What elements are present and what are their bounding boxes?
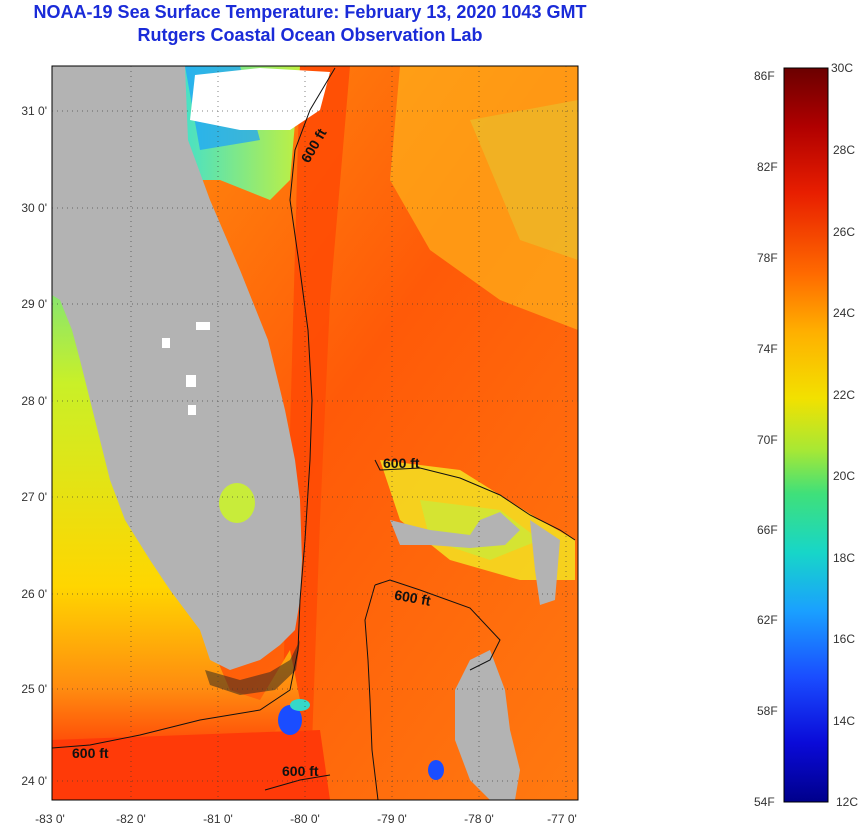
colorbar-f-label: 74F [757,342,778,356]
colorbar-c-label: 22C [833,388,855,402]
lon-tick-label: -77 0' [547,812,577,826]
lat-tick-label: 29 0' [21,297,47,311]
andros-land [455,650,520,800]
colorbar-c-label: 28C [833,143,855,157]
lon-tick-label: -78 0' [464,812,494,826]
lon-tick-label: -83 0' [35,812,65,826]
lat-tick-label: 28 0' [21,394,47,408]
colorbar-c-label: 16C [833,632,855,646]
abaco-land [530,520,560,605]
contour-label: 600 ft [282,763,319,779]
grand-bahama-land [390,512,520,548]
map-frame [51,65,579,801]
lon-tick-label: -82 0' [116,812,146,826]
temperature-colorbar [783,67,829,803]
colorbar-f-label: 66F [757,523,778,537]
colorbar-c-label: 14C [833,714,855,728]
colorbar-f-label: 70F [757,433,778,447]
lat-tick-label: 24 0' [21,774,47,788]
colorbar-c-label: 26C [833,225,855,239]
colorbar-c-label: 24C [833,306,855,320]
contour-label: 600 ft [383,455,420,471]
cold-spot [278,705,302,735]
lat-tick-label: 31 0' [21,104,47,118]
lat-tick-label: 26 0' [21,587,47,601]
map-title: NOAA-19 Sea Surface Temperature: Februar… [33,2,587,22]
contour-label: 600 ft [393,587,432,609]
colorbar-c-top: 30C [831,61,853,75]
lat-tick-label: 27 0' [21,490,47,504]
lon-tick-label: -80 0' [290,812,320,826]
colorbar-f-top: 86F [754,69,775,83]
contour-label: 600 ft [72,745,109,761]
colorbar-c-label: 20C [833,469,855,483]
map-subtitle: Rutgers Coastal Ocean Observation Lab [137,25,483,45]
lat-tick-label: 30 0' [21,201,47,215]
lon-tick-label: -79 0' [377,812,407,826]
colorbar-f-bottom: 54F [754,795,775,809]
colorbar-c-label: 18C [833,551,855,565]
colorbar-f-label: 62F [757,613,778,627]
colorbar-f-label: 82F [757,160,778,174]
isobath-contour [51,67,576,801]
colorbar-f-label: 58F [757,704,778,718]
colorbar-f-label: 78F [757,251,778,265]
lake-okeechobee [219,483,255,523]
lat-tick-label: 25 0' [21,682,47,696]
lon-tick-label: -81 0' [203,812,233,826]
colorbar-c-bottom: 12C [836,795,858,809]
cloud-patch [190,68,330,130]
